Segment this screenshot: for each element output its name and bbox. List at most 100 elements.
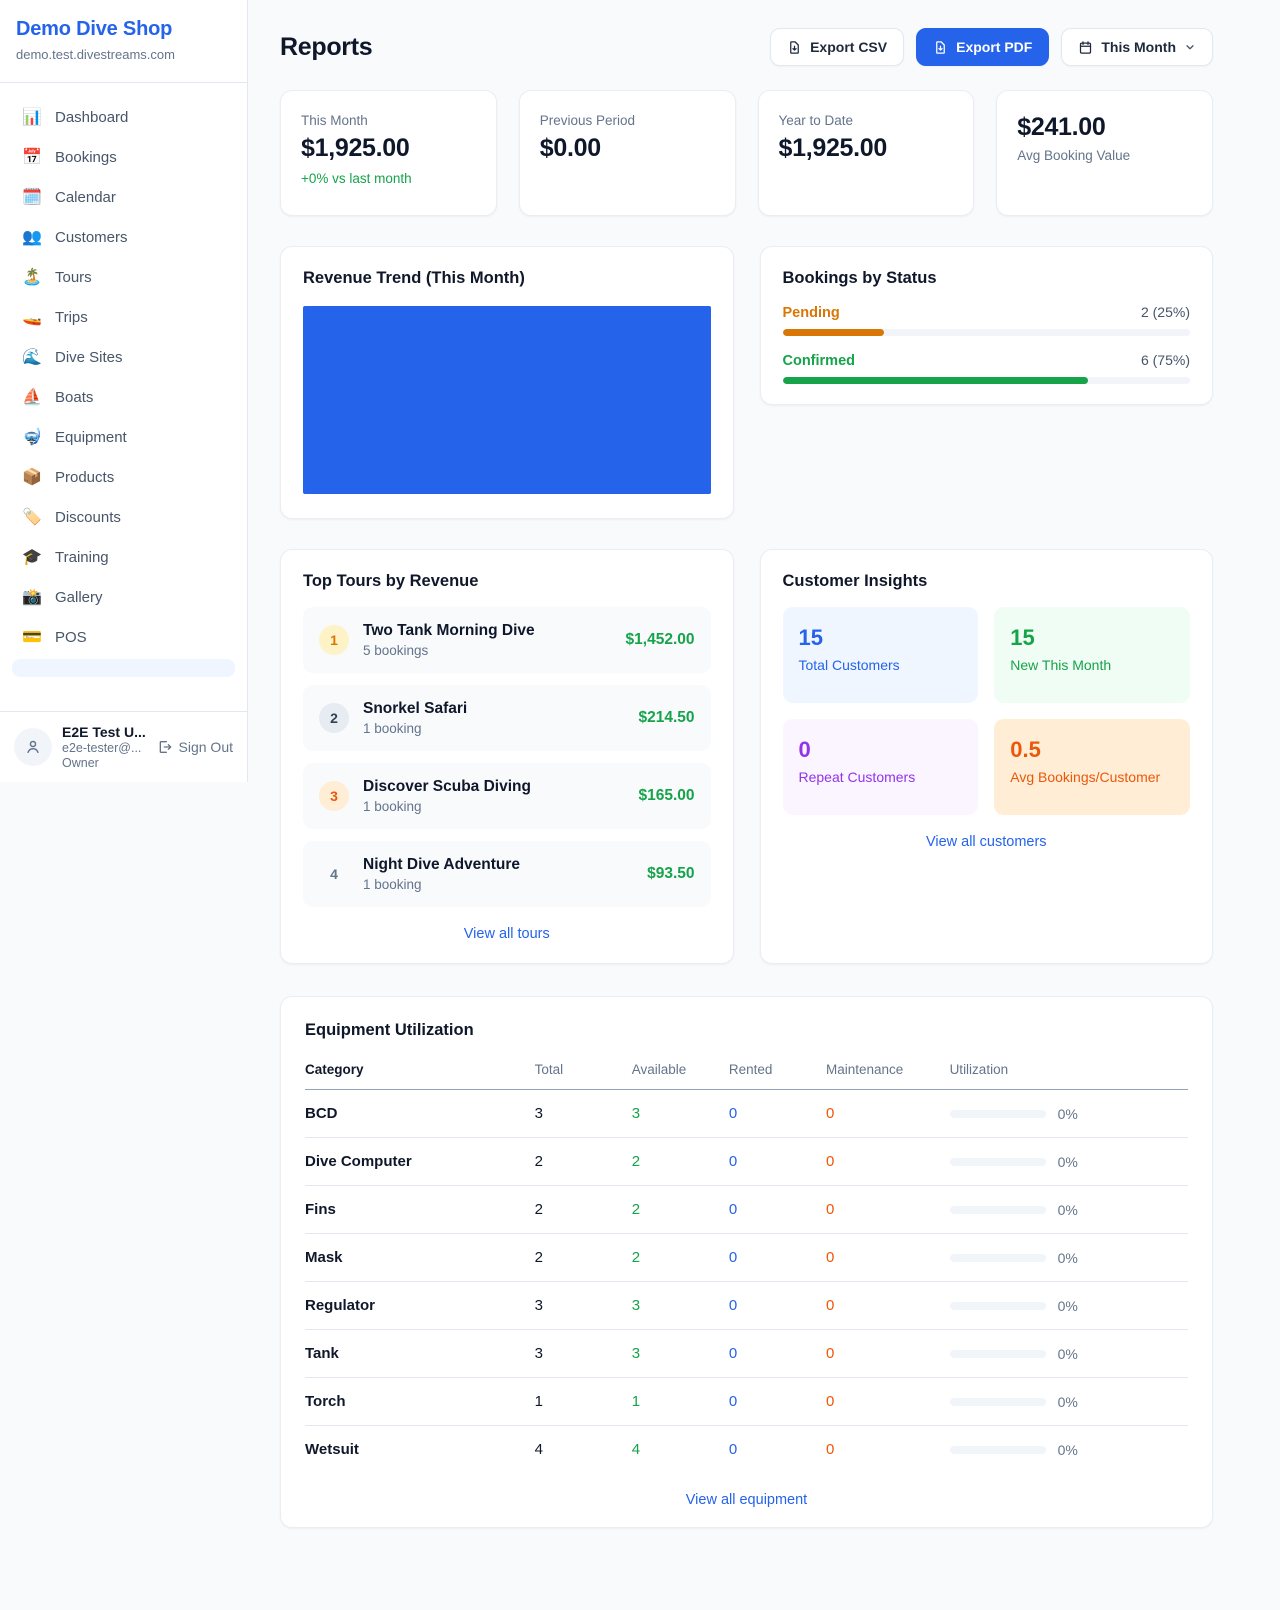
- equipment-table: Category Total Available Rented Maintenance U…: [305, 1054, 1188, 1473]
- cell-available: 3: [631, 1281, 729, 1330]
- period-dropdown[interactable]: This Month: [1061, 28, 1213, 66]
- utilization-bar-track: [949, 1205, 1046, 1214]
- export-csv-button[interactable]: Export CSV: [770, 28, 905, 66]
- header-actions: Export CSV Export PDF This Month: [770, 28, 1213, 66]
- tour-name: Night Dive Adventure: [363, 856, 521, 873]
- stats-row: This Month $1,925.00 +0% vs last month Prev…: [280, 90, 1213, 216]
- status-progress-track: [782, 377, 1190, 384]
- export-pdf-label: Export PDF: [956, 39, 1033, 55]
- sidebar-item-calendar[interactable]: 🗓️ Calendar: [12, 177, 235, 217]
- cell-rented: 0: [728, 1329, 826, 1378]
- equipment-row: Dive Computer 2 2 0 0 0%: [305, 1137, 1188, 1186]
- cell-rented: 0: [728, 1089, 826, 1138]
- sidebar-item-gallery[interactable]: 📸 Gallery: [12, 577, 235, 617]
- cell-rented: 0: [728, 1233, 826, 1282]
- utilization-bar-track: [949, 1301, 1046, 1310]
- status-count: 2 (25%): [1140, 304, 1190, 320]
- insight-tile-repeat-customers: 0 Repeat Customers: [782, 719, 979, 815]
- people-icon: 👥: [22, 229, 42, 246]
- tour-row: 2 Snorkel Safari 1 booking $214.50: [303, 685, 711, 751]
- utilization-percent: 0%: [1057, 1441, 1078, 1458]
- cell-total: 2: [534, 1233, 632, 1282]
- revenue-trend-title: Revenue Trend (This Month): [303, 269, 525, 287]
- sidebar-item-training[interactable]: 🎓 Training: [12, 537, 235, 577]
- equipment-utilization-card: Equipment Utilization Category Total Avail…: [280, 996, 1213, 1528]
- camera-icon: 📸: [22, 589, 42, 606]
- view-all-equipment-link[interactable]: View all equipment: [685, 1492, 808, 1508]
- cell-rented: 0: [728, 1281, 826, 1330]
- user-name: E2E Test U...: [62, 724, 146, 740]
- island-icon: 🏝️: [22, 269, 42, 286]
- cell-total: 3: [534, 1281, 632, 1330]
- main-content: Reports Export CSV Export PDF: [248, 0, 1280, 1528]
- insight-value: 0.5: [1010, 737, 1041, 762]
- sidebar-item-tours[interactable]: 🏝️ Tours: [12, 257, 235, 297]
- equipment-row: Torch 1 1 0 0 0%: [305, 1377, 1188, 1426]
- sign-out-label: Sign Out: [178, 739, 233, 755]
- utilization-bar-track: [949, 1349, 1046, 1358]
- sidebar-item-label: Dashboard: [55, 108, 129, 126]
- utilization-percent: 0%: [1057, 1201, 1078, 1218]
- sidebar-item-trips[interactable]: 🚤 Trips: [12, 297, 235, 337]
- file-download-icon: [936, 40, 945, 54]
- bookings-by-status-card: Bookings by Status Pending 2 (25%) Confirm…: [759, 246, 1213, 405]
- sidebar-item-dashboard[interactable]: 📊 Dashboard: [12, 97, 235, 137]
- cell-maintenance: 0: [825, 1441, 835, 1458]
- sidebar-item-dive-sites[interactable]: 🌊 Dive Sites: [12, 337, 235, 377]
- user-role: Owner: [62, 756, 99, 770]
- sidebar-item-customers[interactable]: 👥 Customers: [12, 217, 235, 257]
- tour-bookings: 1 booking: [363, 721, 422, 736]
- column-header-utilization: Utilization: [949, 1054, 1188, 1090]
- cell-total: 2: [534, 1185, 632, 1234]
- cell-available: 4: [631, 1441, 641, 1458]
- speedboat-icon: 🚤: [22, 309, 42, 326]
- period-label: This Month: [1101, 39, 1176, 55]
- tour-bookings: 1 booking: [363, 877, 422, 892]
- sidebar-item-label: Equipment: [55, 428, 127, 446]
- sidebar-item-label: Trips: [55, 308, 88, 326]
- utilization-percent: 0%: [1057, 1393, 1078, 1410]
- insight-tile-new-this-month: 15 New This Month: [994, 607, 1190, 703]
- sidebar-item-products[interactable]: 📦 Products: [12, 457, 235, 497]
- status-row-pending: Pending 2 (25%): [782, 304, 1190, 336]
- stat-label: Avg Booking Value: [1017, 148, 1131, 163]
- column-header-category: Category: [305, 1054, 535, 1090]
- sidebar-item-label: Bookings: [55, 148, 117, 166]
- status-progress-fill: [782, 377, 1089, 384]
- sidebar-item-boats[interactable]: ⛵ Boats: [12, 377, 235, 417]
- equipment-utilization-title: Equipment Utilization: [305, 1021, 474, 1039]
- export-pdf-button[interactable]: Export PDF: [916, 28, 1050, 66]
- bar-chart-icon: 📊: [22, 109, 42, 126]
- stat-label: This Month: [301, 113, 368, 128]
- cell-utilization: 0%: [949, 1185, 1188, 1234]
- sidebar: Demo Dive Shop demo.test.divestreams.com…: [0, 0, 248, 782]
- cell-category: Regulator: [305, 1281, 535, 1330]
- cell-category: Wetsuit: [305, 1441, 359, 1458]
- tour-row: 1 Two Tank Morning Dive 5 bookings $1,452.0…: [303, 607, 711, 673]
- cell-total: 1: [534, 1377, 632, 1426]
- avatar: [14, 728, 52, 766]
- tour-revenue: $93.50: [647, 865, 695, 882]
- calendar-icon: [1080, 40, 1092, 54]
- sidebar-item-equipment[interactable]: 🤿 Equipment: [12, 417, 235, 457]
- equipment-row: Regulator 3 3 0 0 0%: [305, 1281, 1188, 1330]
- view-all-tours-link[interactable]: View all tours: [463, 926, 550, 942]
- top-tours-card: Top Tours by Revenue 1 Two Tank Morning D…: [280, 549, 734, 964]
- cell-total: 3: [534, 1329, 632, 1378]
- sidebar-item-bookings[interactable]: 📅 Bookings: [12, 137, 235, 177]
- utilization-bar-track: [949, 1397, 1046, 1406]
- view-all-customers-link[interactable]: View all customers: [925, 834, 1047, 850]
- tour-name: Snorkel Safari: [363, 700, 468, 717]
- sidebar-item-pos[interactable]: 💳 POS: [12, 617, 235, 657]
- user-section: E2E Test U... e2e-tester@... Owner Sign …: [0, 711, 247, 782]
- sign-out-button[interactable]: Sign Out: [157, 739, 233, 755]
- column-header-available: Available: [631, 1054, 729, 1090]
- cell-available: 2: [631, 1185, 729, 1234]
- sidebar-item-label: Customers: [55, 228, 128, 246]
- cell-rented: 0: [728, 1137, 826, 1186]
- insight-tile-avg-bookings-customer: 0.5 Avg Bookings/Customer: [994, 719, 1190, 815]
- cell-utilization: 0%: [949, 1329, 1188, 1378]
- sidebar-item-discounts[interactable]: 🏷️ Discounts: [12, 497, 235, 537]
- utilization-bar-track: [949, 1109, 1046, 1118]
- tour-name: Two Tank Morning Dive: [363, 622, 535, 639]
